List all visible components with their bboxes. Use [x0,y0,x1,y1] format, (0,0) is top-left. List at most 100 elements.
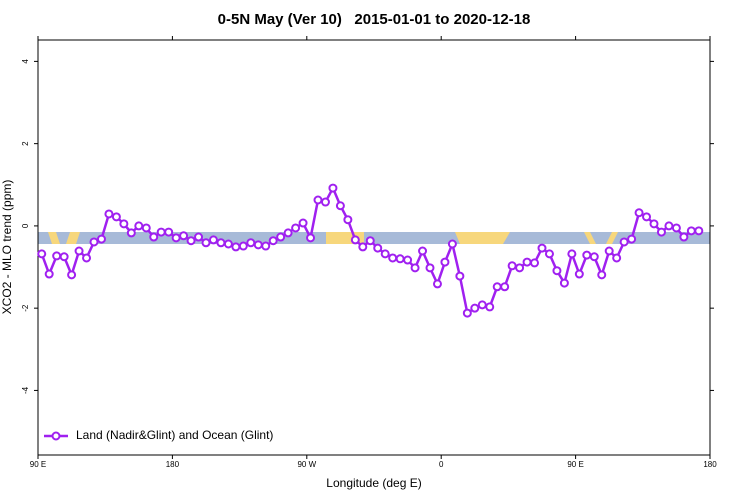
data-point [238,241,248,251]
data-point [500,282,510,292]
data-point [649,219,659,229]
data-point [462,308,472,318]
data-point [335,201,345,211]
land-band [48,232,60,244]
data-point [597,270,607,280]
data-point [679,232,689,242]
data-point [604,246,614,256]
data-point [410,263,420,273]
data-point [552,266,562,276]
x-tick-label: 90 W [297,460,316,469]
data-point [350,235,360,245]
data-point [477,300,487,310]
data-point [440,257,450,267]
data-point [447,239,457,249]
x-tick-label: 90 E [567,460,583,469]
land-band [606,232,618,244]
data-point [141,223,151,233]
data-point [320,197,330,207]
data-point [492,282,502,292]
data-point [164,227,174,237]
data-point [67,270,77,280]
legend-label: Land (Nadir&Glint) and Ocean (Glint) [76,428,273,442]
data-point [208,235,218,245]
x-tick-label: 90 E [30,460,46,469]
y-tick-label: -4 [21,386,30,394]
data-point [276,232,286,242]
data-point [582,250,592,260]
data-point [96,234,106,244]
data-point [74,246,84,256]
data-point [111,212,121,222]
data-point [574,269,584,279]
series-line [40,185,699,316]
x-tick-label: 180 [166,460,180,469]
data-point [530,258,540,268]
data-point [104,209,114,219]
data-point [395,254,405,264]
data-point [216,238,226,248]
data-point [44,269,54,279]
data-point [522,257,532,267]
data-point [470,303,480,313]
legend: Land (Nadir&Glint) and Ocean (Glint) [44,428,273,442]
data-point [126,228,136,238]
data-point [298,218,308,228]
y-tick-label: -2 [21,304,30,312]
data-point [134,221,144,231]
data-point [283,228,293,238]
data-point [485,302,495,312]
data-point [380,249,390,259]
data-point [671,223,681,233]
data-point [425,263,435,273]
data-point [515,263,525,273]
data-point [656,227,666,237]
data-point [619,237,629,247]
data-point [261,241,271,251]
data-point [223,239,233,249]
data-point [634,208,644,218]
data-point [179,231,189,241]
y-tick-label: 2 [21,141,30,146]
y-tick-label: 0 [21,223,30,228]
data-point [52,251,62,261]
legend-marker [51,431,61,441]
data-point [231,242,241,252]
data-point [694,226,704,236]
x-tick-label: 180 [703,460,717,469]
data-point [664,221,674,231]
data-point [537,243,547,253]
land-band [584,232,596,244]
y-axis-label: XCO2 - MLO trend (ppm) [0,180,14,315]
data-point [365,236,375,246]
data-point [201,238,211,248]
data-point [171,233,181,243]
data-point [246,238,256,248]
data-point [306,233,316,243]
data-point [455,271,465,281]
data-point [156,227,166,237]
land-band [66,232,80,244]
data-point [186,236,196,246]
data-point [358,242,368,252]
data-point [268,236,278,246]
x-tick-label: 0 [439,460,444,469]
data-point [119,219,129,229]
data-point [388,253,398,263]
data-point [313,195,323,205]
data-point [37,249,47,259]
data-point [544,249,554,259]
data-point [559,278,569,288]
plot-frame [37,39,711,456]
data-point [373,243,383,253]
data-point [149,232,159,242]
data-point [89,237,99,247]
chart-title: 0-5N May (Ver 10) 2015-01-01 to 2020-12-… [218,11,531,28]
data-point [343,215,353,225]
data-point [612,253,622,263]
data-point [507,261,517,271]
data-point [432,279,442,289]
data-point [403,255,413,265]
y-tick-label: 4 [21,59,30,64]
